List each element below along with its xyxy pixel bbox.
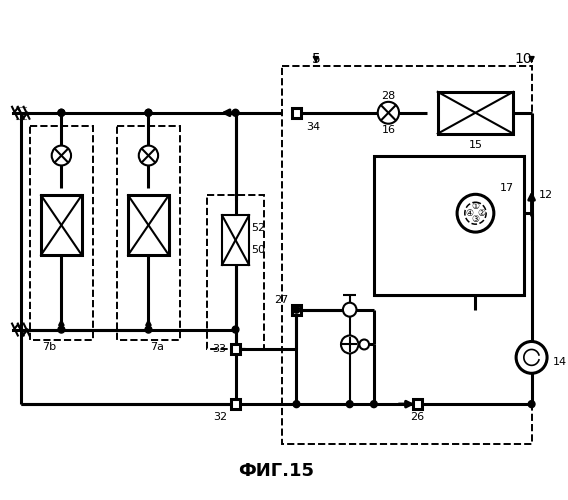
Text: 14: 14 (553, 358, 567, 368)
Text: ①: ① (471, 202, 479, 211)
Bar (31, 126, 93, 340)
Bar (41, 196, 82, 255)
Circle shape (343, 302, 357, 316)
Text: ②: ② (478, 208, 486, 218)
Circle shape (58, 110, 65, 116)
Bar (207, 196, 264, 350)
Text: 12: 12 (540, 190, 553, 200)
Text: 33: 33 (212, 344, 226, 354)
Circle shape (293, 306, 300, 313)
Text: ④: ④ (465, 208, 474, 218)
Circle shape (341, 336, 358, 353)
Text: 34: 34 (306, 122, 320, 132)
Circle shape (378, 102, 399, 124)
Circle shape (528, 400, 535, 407)
Circle shape (52, 146, 71, 166)
Bar (231, 344, 240, 354)
Text: 17: 17 (500, 184, 514, 194)
Bar (231, 399, 240, 409)
Bar (291, 304, 301, 314)
Bar (222, 215, 249, 265)
Circle shape (145, 110, 152, 116)
Text: 52: 52 (251, 223, 265, 233)
Text: 26: 26 (410, 412, 424, 422)
Circle shape (370, 400, 377, 407)
Circle shape (346, 400, 353, 407)
Circle shape (293, 400, 300, 407)
Bar (291, 108, 301, 118)
Text: 5: 5 (311, 52, 320, 66)
Circle shape (58, 110, 65, 116)
Text: 15: 15 (469, 140, 482, 149)
Text: ФИГ.15: ФИГ.15 (238, 462, 314, 480)
Text: 10: 10 (514, 52, 532, 66)
Bar (438, 92, 513, 134)
Text: 32: 32 (214, 412, 228, 422)
Circle shape (360, 340, 369, 349)
Bar (282, 66, 532, 444)
Text: 7a: 7a (151, 342, 164, 352)
Circle shape (232, 326, 239, 333)
Circle shape (232, 110, 239, 116)
Circle shape (139, 146, 158, 166)
Text: ③: ③ (471, 215, 479, 224)
Circle shape (58, 326, 65, 333)
Text: 28: 28 (381, 91, 395, 101)
Circle shape (457, 194, 494, 232)
Circle shape (145, 326, 152, 333)
Circle shape (516, 342, 547, 374)
Text: 27: 27 (274, 294, 289, 304)
Bar (118, 126, 181, 340)
Circle shape (145, 110, 152, 116)
Text: 7b: 7b (42, 342, 56, 352)
Text: 16: 16 (381, 124, 395, 134)
Bar (412, 399, 422, 409)
Text: 50: 50 (251, 245, 265, 255)
Bar (374, 156, 524, 294)
Bar (128, 196, 169, 255)
